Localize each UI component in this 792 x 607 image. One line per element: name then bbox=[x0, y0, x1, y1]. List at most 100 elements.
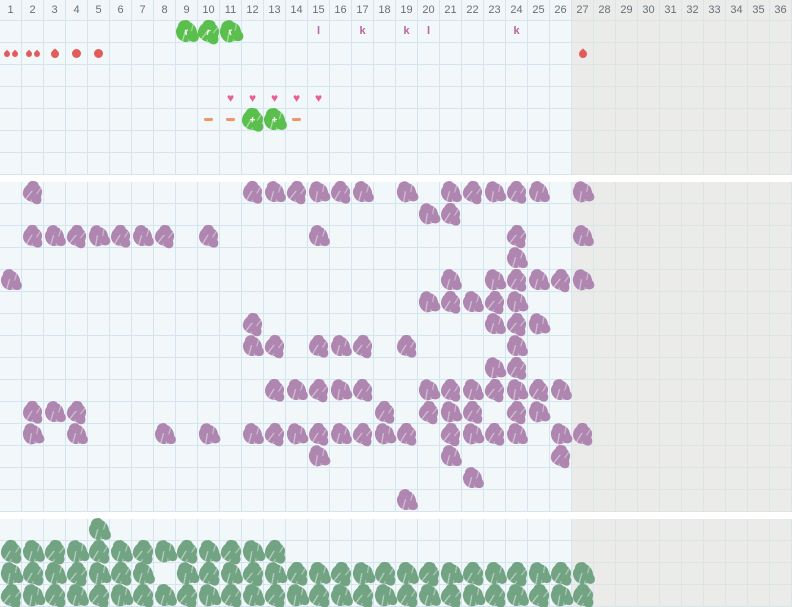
grid-cell[interactable] bbox=[770, 87, 792, 109]
grid-cell[interactable] bbox=[550, 21, 572, 43]
grid-cell[interactable] bbox=[440, 43, 462, 65]
grid-cell[interactable] bbox=[418, 468, 440, 490]
grid-cell[interactable] bbox=[572, 109, 594, 131]
grid-cell[interactable] bbox=[770, 519, 792, 541]
grid-cell[interactable] bbox=[572, 131, 594, 153]
grid-cell[interactable] bbox=[462, 541, 484, 563]
grid-cell[interactable] bbox=[638, 153, 660, 175]
grid-cell[interactable] bbox=[682, 424, 704, 446]
grid-cell[interactable] bbox=[616, 490, 638, 512]
grid-cell[interactable] bbox=[176, 65, 198, 87]
grid-cell[interactable] bbox=[528, 541, 550, 563]
grid-cell[interactable] bbox=[308, 541, 330, 563]
grid-cell[interactable] bbox=[240, 561, 265, 586]
grid-cell[interactable] bbox=[528, 380, 550, 402]
grid-cell[interactable] bbox=[726, 109, 748, 131]
grid-cell[interactable] bbox=[528, 519, 550, 541]
grid-cell[interactable] bbox=[108, 583, 133, 607]
grid-cell[interactable] bbox=[0, 131, 22, 153]
grid-cell[interactable] bbox=[110, 65, 132, 87]
grid-cell[interactable] bbox=[285, 181, 308, 204]
grid-cell[interactable] bbox=[242, 131, 264, 153]
grid-cell[interactable] bbox=[22, 43, 44, 65]
grid-cell[interactable] bbox=[196, 583, 221, 607]
grid-cell[interactable] bbox=[176, 153, 198, 175]
grid-cell[interactable] bbox=[0, 446, 22, 468]
grid-cell[interactable] bbox=[351, 181, 374, 204]
grid-cell[interactable] bbox=[418, 182, 440, 204]
grid-cell[interactable] bbox=[242, 292, 264, 314]
grid-cell[interactable] bbox=[308, 270, 330, 292]
grid-cell[interactable] bbox=[571, 225, 594, 248]
grid-cell[interactable] bbox=[88, 182, 110, 204]
grid-cell[interactable] bbox=[439, 445, 462, 468]
grid-cell[interactable] bbox=[748, 270, 770, 292]
grid-cell[interactable] bbox=[330, 226, 352, 248]
grid-cell[interactable] bbox=[484, 541, 506, 563]
grid-cell[interactable] bbox=[770, 563, 792, 585]
grid-cell[interactable] bbox=[572, 468, 594, 490]
grid-cell[interactable] bbox=[550, 292, 572, 314]
grid-cell[interactable] bbox=[44, 182, 66, 204]
grid-cell[interactable] bbox=[20, 583, 45, 607]
grid-cell[interactable] bbox=[440, 541, 462, 563]
grid-cell[interactable] bbox=[308, 204, 330, 226]
grid-cell[interactable] bbox=[44, 270, 66, 292]
grid-cell[interactable] bbox=[682, 541, 704, 563]
grid-cell[interactable] bbox=[770, 131, 792, 153]
grid-cell[interactable] bbox=[131, 562, 154, 585]
grid-cell[interactable] bbox=[198, 43, 220, 65]
grid-cell[interactable] bbox=[638, 270, 660, 292]
grid-cell[interactable] bbox=[43, 584, 66, 607]
grid-cell[interactable] bbox=[352, 248, 374, 270]
grid-cell[interactable] bbox=[372, 422, 397, 447]
grid-cell[interactable] bbox=[594, 446, 616, 468]
grid-cell[interactable] bbox=[726, 585, 748, 607]
grid-cell[interactable] bbox=[44, 131, 66, 153]
grid-cell[interactable] bbox=[286, 43, 308, 65]
grid-cell[interactable] bbox=[44, 358, 66, 380]
grid-cell[interactable] bbox=[726, 541, 748, 563]
grid-cell[interactable] bbox=[638, 21, 660, 43]
grid-cell[interactable] bbox=[0, 248, 22, 270]
grid-cell[interactable] bbox=[241, 584, 264, 607]
grid-cell[interactable] bbox=[264, 204, 286, 226]
grid-cell[interactable] bbox=[374, 468, 396, 490]
grid-cell[interactable] bbox=[66, 131, 88, 153]
grid-cell[interactable] bbox=[0, 358, 22, 380]
grid-cell[interactable] bbox=[264, 402, 286, 424]
grid-cell[interactable] bbox=[570, 180, 595, 205]
grid-cell[interactable] bbox=[174, 583, 199, 607]
grid-cell[interactable] bbox=[748, 380, 770, 402]
grid-cell[interactable] bbox=[440, 490, 462, 512]
grid-cell[interactable] bbox=[504, 561, 529, 586]
grid-cell[interactable] bbox=[704, 248, 726, 270]
grid-cell[interactable] bbox=[0, 468, 22, 490]
grid-cell[interactable] bbox=[176, 248, 198, 270]
grid-cell[interactable] bbox=[22, 131, 44, 153]
grid-cell[interactable] bbox=[198, 182, 220, 204]
grid-cell[interactable] bbox=[176, 358, 198, 380]
grid-cell[interactable] bbox=[352, 65, 374, 87]
grid-cell[interactable] bbox=[418, 424, 440, 446]
grid-cell[interactable] bbox=[286, 490, 308, 512]
grid-cell[interactable] bbox=[439, 269, 462, 292]
grid-cell[interactable] bbox=[616, 182, 638, 204]
grid-cell[interactable] bbox=[682, 109, 704, 131]
grid-cell[interactable] bbox=[132, 358, 154, 380]
grid-cell[interactable] bbox=[572, 336, 594, 358]
grid-cell[interactable] bbox=[22, 109, 44, 131]
grid-cell[interactable] bbox=[374, 109, 396, 131]
grid-cell[interactable] bbox=[726, 131, 748, 153]
grid-cell[interactable] bbox=[241, 423, 264, 446]
grid-cell[interactable] bbox=[308, 153, 330, 175]
grid-cell[interactable] bbox=[330, 519, 352, 541]
grid-cell[interactable] bbox=[770, 490, 792, 512]
grid-cell[interactable] bbox=[704, 446, 726, 468]
grid-cell[interactable] bbox=[418, 153, 440, 175]
grid-cell[interactable] bbox=[0, 314, 22, 336]
grid-cell[interactable] bbox=[440, 292, 462, 314]
grid-cell[interactable] bbox=[418, 446, 440, 468]
grid-cell[interactable] bbox=[770, 109, 792, 131]
grid-cell[interactable] bbox=[0, 109, 22, 131]
